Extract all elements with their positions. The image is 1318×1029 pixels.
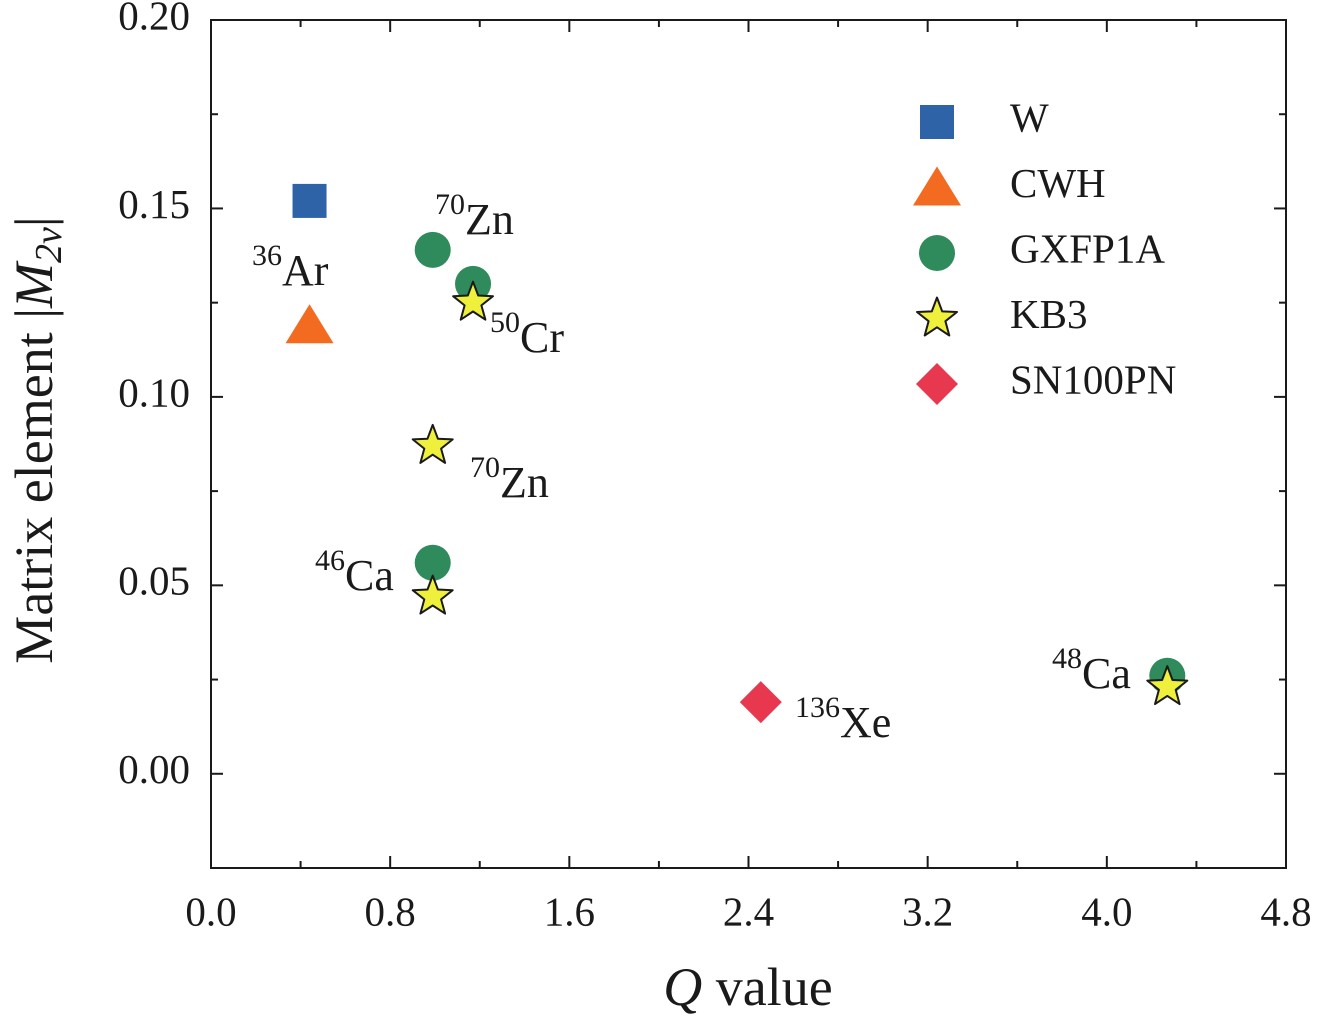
x-tick-label: 0.0 — [185, 888, 236, 934]
y-label-open: | — [4, 308, 64, 319]
annotation-element: Ca — [1082, 649, 1131, 698]
annotation-mass: 70 — [435, 188, 465, 221]
annotation-mass: 50 — [490, 306, 520, 339]
annotation: 48Ca — [1052, 642, 1131, 698]
legend-marker — [916, 296, 958, 337]
point — [739, 681, 782, 724]
annotation-element: Xe — [840, 698, 891, 747]
point — [411, 423, 454, 464]
x-tick-label: 2.4 — [723, 888, 774, 934]
y-tick-label: 0.00 — [118, 746, 190, 792]
annotation-mass: 70 — [470, 451, 500, 484]
annotation-mass: 48 — [1052, 642, 1082, 675]
y-label-text: Matrix element — [4, 332, 64, 663]
legend-label: KB3 — [1010, 291, 1087, 337]
x-axis-label: Q value — [663, 957, 832, 1017]
annotation-mass: 46 — [315, 544, 345, 577]
y-label-symbol: M — [4, 260, 64, 309]
legend-marker — [920, 105, 954, 139]
annotation-element: Zn — [500, 458, 549, 507]
y-tick-label: 0.05 — [118, 558, 190, 604]
y-tick-label: 0.20 — [118, 0, 190, 38]
point — [452, 280, 494, 321]
x-tick-label: 3.2 — [902, 888, 953, 934]
legend-label: GXFP1A — [1010, 225, 1165, 271]
y-label-space — [4, 319, 64, 333]
legend-marker — [919, 235, 955, 271]
x-label-symbol: Q — [663, 957, 702, 1017]
y-label-close: | — [4, 216, 64, 227]
annotation: 46Ca — [315, 544, 394, 600]
annotation-mass: 36 — [252, 239, 282, 272]
point — [1146, 665, 1189, 706]
annotation-element: Cr — [520, 313, 564, 362]
legend-label: CWH — [1010, 160, 1106, 206]
point — [411, 574, 454, 615]
legend-label: SN100PN — [1010, 356, 1176, 402]
y-tick-label: 0.15 — [118, 181, 190, 227]
legend-label: W — [1010, 94, 1049, 140]
x-label-space — [702, 957, 716, 1017]
annotation-element: Zn — [465, 195, 514, 244]
x-tick-label: 4.0 — [1081, 888, 1132, 934]
annotation: 36Ar — [252, 239, 329, 295]
x-label-text: value — [716, 957, 833, 1017]
annotation-mass: 136 — [795, 691, 840, 724]
annotation-element: Ar — [282, 246, 329, 295]
annotation: 70Zn — [470, 451, 549, 507]
point — [414, 544, 451, 581]
annotation: 136Xe — [795, 691, 891, 747]
point — [292, 183, 327, 218]
x-tick-label: 1.6 — [544, 888, 595, 934]
y-label-subscript: 2ν — [28, 227, 70, 263]
x-tick-label: 0.8 — [365, 888, 416, 934]
point — [285, 304, 334, 344]
plot-frame — [210, 19, 1287, 869]
x-tick-label: 4.8 — [1260, 888, 1311, 934]
legend-marker — [916, 363, 958, 405]
annotation: 70Zn — [435, 188, 514, 244]
annotation-element: Ca — [345, 551, 394, 600]
legend-marker — [913, 166, 961, 206]
y-tick-label: 0.10 — [118, 369, 190, 415]
annotation: 50Cr — [490, 306, 564, 362]
y-axis-label: Matrix element |M2ν| — [4, 216, 69, 663]
point — [414, 231, 451, 268]
